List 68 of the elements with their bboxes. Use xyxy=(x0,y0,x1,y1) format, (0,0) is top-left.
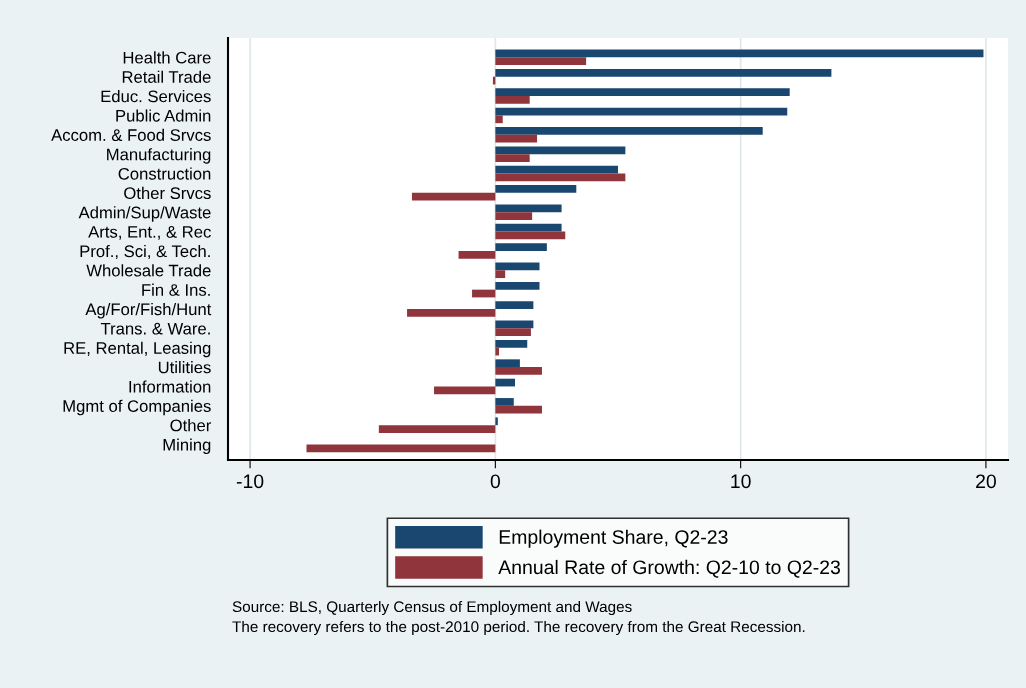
bar xyxy=(495,405,542,414)
bar xyxy=(495,134,538,143)
bar xyxy=(495,212,533,220)
y-tick-label: Public Admin xyxy=(116,109,211,122)
y-tick-label: Accom. & Food Srvcs xyxy=(51,128,211,141)
bar xyxy=(495,281,540,290)
y-tick-label: Educ. Services xyxy=(101,90,211,103)
bar xyxy=(495,68,832,77)
y-tick-label: Admin/Sup/Waste xyxy=(78,206,211,222)
legend-label: Employment Share, Q2-23 xyxy=(499,529,728,548)
bar xyxy=(495,49,984,58)
bar xyxy=(495,328,531,337)
bar xyxy=(458,250,496,259)
bar xyxy=(495,417,498,426)
y-tick-label: Trans. & Ware. xyxy=(100,322,210,335)
bar xyxy=(495,57,587,66)
bar xyxy=(495,339,528,348)
text: The recovery refers to the post-2010 period. The recovery from the Great Recession. xyxy=(232,620,805,636)
y-tick-label: Other xyxy=(170,419,212,432)
bar xyxy=(495,154,530,162)
bar xyxy=(407,309,496,317)
y-tick-label: Information xyxy=(129,380,211,393)
bar xyxy=(495,301,534,310)
bar xyxy=(495,243,547,251)
y-tick-label: Retail Trade xyxy=(122,70,211,83)
y-tick-label: Wholesale Trade xyxy=(86,264,211,277)
y-tick-label: Construction xyxy=(118,167,211,180)
y-tick-label: Ag/For/Fish/Hunt xyxy=(85,302,212,319)
bar xyxy=(495,231,566,240)
x-tick-label: 0 xyxy=(490,474,501,489)
y-tick-label: Fin & Ins. xyxy=(142,283,210,296)
source-note: Source: BLS, Quarterly Census of Employment and Wages xyxy=(232,600,632,616)
x-tick-label: -10 xyxy=(236,474,264,489)
bar xyxy=(495,88,790,97)
y-tick-label: Health Care xyxy=(123,51,211,64)
y-tick-label: Mgmt of Companies xyxy=(63,399,211,416)
bar xyxy=(495,115,503,124)
y-tick-label: Mining xyxy=(163,438,211,455)
y-tick-label: Utilities xyxy=(158,361,211,374)
bar xyxy=(495,127,763,135)
y-tick-label: Arts, Ent., & Rec xyxy=(88,226,211,240)
bar xyxy=(495,146,626,155)
bar xyxy=(495,398,514,406)
bar xyxy=(378,425,496,433)
bar xyxy=(495,367,542,375)
x-tick-label: 20 xyxy=(976,474,996,489)
y-tick-label: Manufacturing xyxy=(107,148,211,164)
bar xyxy=(306,444,496,453)
y-tick-label: Other Srvcs xyxy=(124,186,211,200)
bar xyxy=(495,270,506,279)
bar xyxy=(495,378,515,387)
bar xyxy=(434,386,496,395)
bar xyxy=(495,359,520,368)
bar xyxy=(495,107,788,116)
bar xyxy=(495,320,534,329)
bar xyxy=(495,96,530,104)
bar xyxy=(495,173,626,182)
y-tick-label: RE, Rental, Leasing xyxy=(64,341,211,358)
bar xyxy=(495,165,618,174)
legend-label: Annual Rate of Growth: Q2-10 to Q2-23 xyxy=(498,559,840,578)
bar xyxy=(495,262,540,271)
bar xyxy=(411,192,496,201)
bar xyxy=(495,347,500,356)
bar xyxy=(495,185,577,193)
bar xyxy=(495,204,562,213)
bar xyxy=(495,223,562,232)
x-tick-label: 10 xyxy=(731,474,751,489)
y-tick-label: Prof., Sci, & Tech. xyxy=(80,244,210,260)
